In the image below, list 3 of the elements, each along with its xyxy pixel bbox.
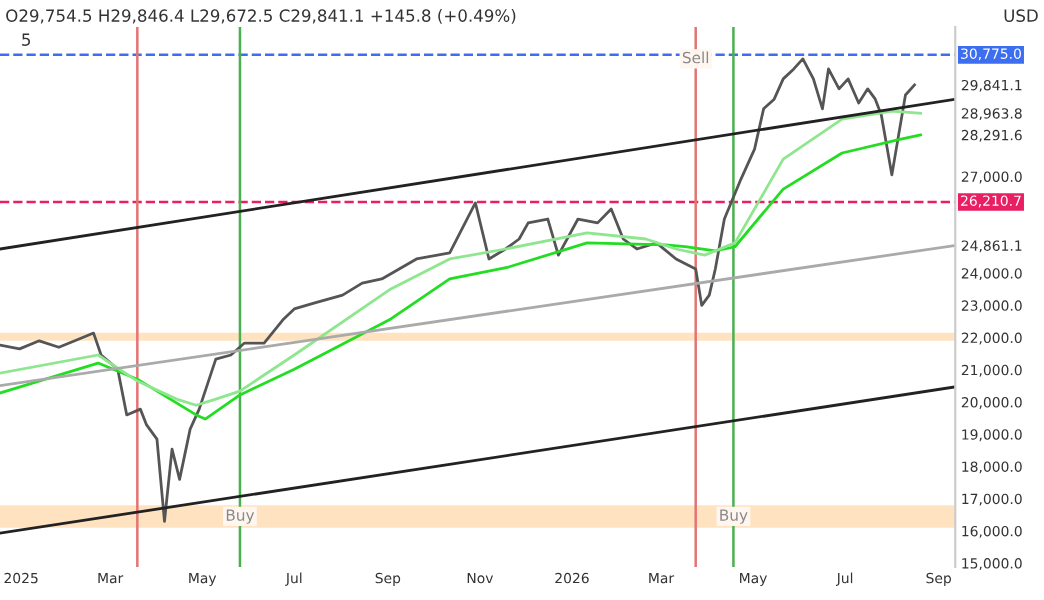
- annotation: 5: [22, 33, 31, 46]
- text: O29,754.5 H29,846.4 L29,672.5 C29,841.1 +145.8 (+0.49%): [6, 9, 516, 24]
- text: USD: [1004, 9, 1038, 22]
